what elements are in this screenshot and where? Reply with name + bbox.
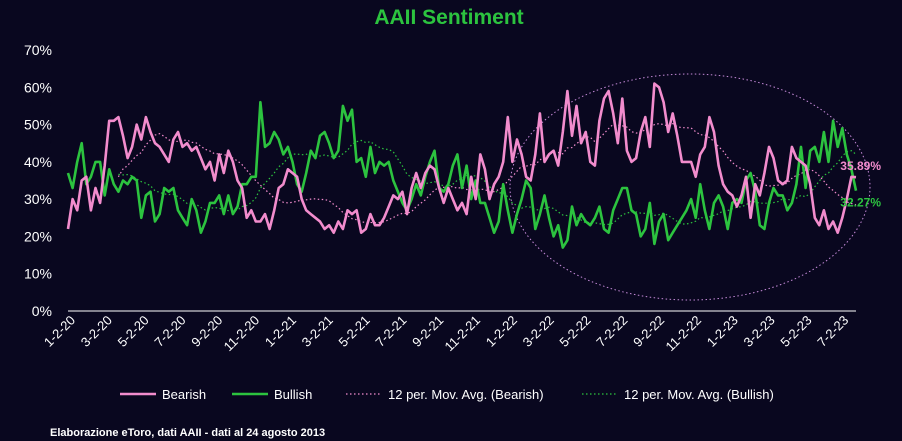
- x-tick-label: 11-2-22: [662, 313, 704, 355]
- y-tick-label: 50%: [24, 117, 52, 133]
- x-tick-label: 5-2-21: [336, 313, 373, 350]
- legend-label: 12 per. Mov. Avg. (Bearish): [388, 387, 544, 402]
- x-tick-label: 3-2-22: [520, 313, 557, 350]
- legend-label: 12 per. Mov. Avg. (Bullish): [624, 387, 774, 402]
- y-axis: 0% 10% 20% 30% 40% 50% 60% 70%: [24, 42, 856, 319]
- y-tick-label: 10%: [24, 266, 52, 282]
- y-tick-label: 20%: [24, 228, 52, 244]
- bullish-end-label: 32.27%: [840, 196, 881, 210]
- x-tick-label: 7-2-22: [593, 313, 630, 350]
- x-tick-label: 3-2-23: [741, 313, 778, 350]
- legend-item: Bullish: [232, 387, 312, 402]
- x-tick-label: 11-2-21: [442, 313, 484, 355]
- y-tick-label: 40%: [24, 154, 52, 170]
- legend-item: 12 per. Mov. Avg. (Bearish): [346, 387, 544, 402]
- legend-item: 12 per. Mov. Avg. (Bullish): [582, 387, 774, 402]
- series-ma-bearish: [117, 122, 857, 224]
- x-tick-label: 1-2-22: [483, 313, 520, 350]
- y-tick-label: 60%: [24, 79, 52, 95]
- x-tick-label: 7-2-20: [151, 313, 188, 350]
- x-tick-label: 5-2-22: [556, 313, 593, 350]
- legend-label: Bullish: [274, 387, 312, 402]
- y-tick-label: 30%: [24, 191, 52, 207]
- x-tick-label: 1-2-23: [704, 313, 741, 350]
- legend: Bearish Bullish 12 per. Mov. Avg. (Bearish…: [120, 387, 774, 402]
- x-tick-label: 5-2-20: [115, 313, 152, 350]
- y-tick-label: 70%: [24, 42, 52, 58]
- x-tick-label: 11-2-20: [221, 313, 263, 355]
- x-tick-label: 5-2-23: [777, 313, 814, 350]
- legend-item: Bearish: [120, 387, 206, 402]
- highlight-ellipse: [509, 73, 871, 301]
- chart-title: AAII Sentiment: [374, 6, 523, 29]
- series-bearish-line: [66, 82, 857, 234]
- series-bullish-line: [66, 100, 858, 249]
- x-tick-label: 7-2-23: [814, 313, 851, 350]
- x-tick-label: 7-2-21: [372, 313, 409, 350]
- x-tick-label: 3-2-21: [299, 313, 336, 350]
- legend-label: Bearish: [162, 387, 206, 402]
- footnote: Elaborazione eToro, dati AAII - dati al …: [50, 427, 325, 439]
- bearish-end-label: 35.89%: [840, 159, 881, 173]
- plot-area: 35.89% 32.27%: [66, 73, 881, 301]
- y-tick-label: 0%: [32, 303, 52, 319]
- x-tick-label: 1-2-21: [262, 313, 299, 350]
- x-tick-label: 3-2-20: [78, 313, 115, 350]
